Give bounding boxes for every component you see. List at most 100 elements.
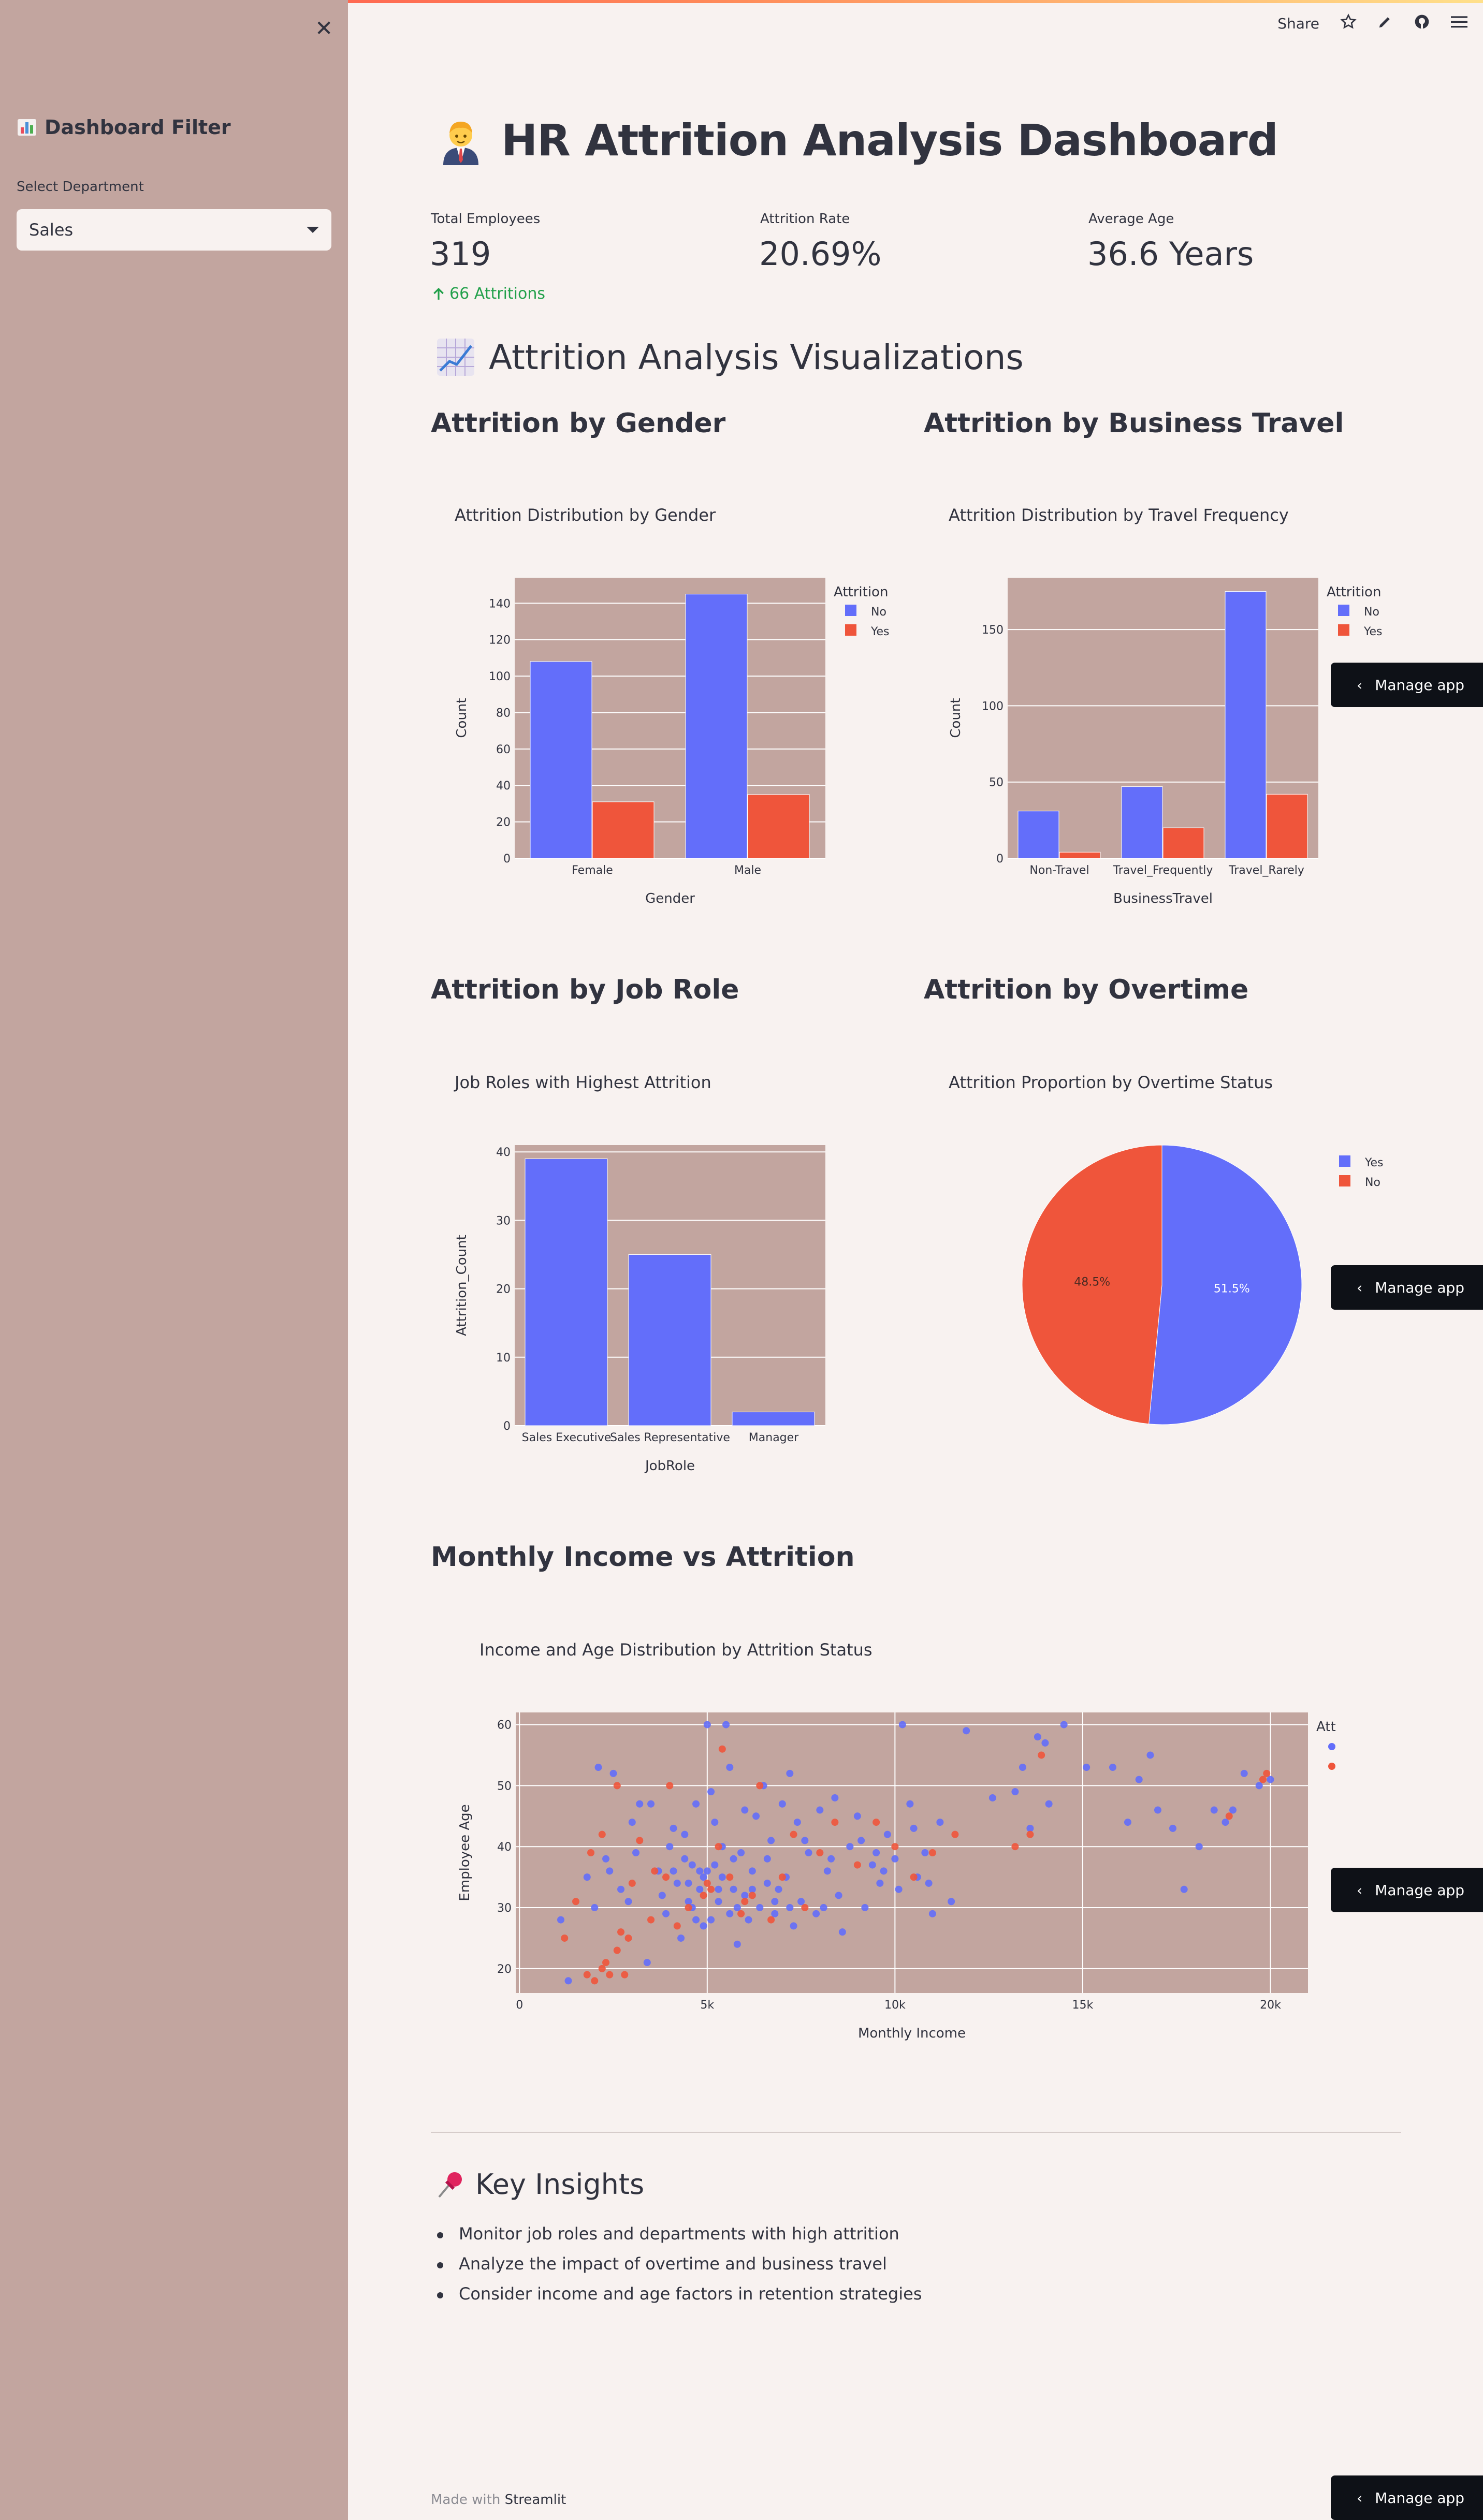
legend-label-yes: Yes	[1364, 1156, 1384, 1169]
point-no	[816, 1806, 824, 1814]
y-tick-label: 30	[496, 1214, 511, 1227]
metric-label-attrition-rate: Attrition Rate	[760, 211, 850, 227]
metric-label-average-age: Average Age	[1088, 211, 1174, 227]
point-no	[632, 1849, 640, 1856]
point-yes	[572, 1898, 580, 1906]
point-no	[583, 1873, 591, 1881]
point-no	[827, 1855, 835, 1863]
close-sidebar-icon[interactable]: ✕	[315, 16, 333, 41]
star-icon[interactable]	[1340, 13, 1357, 34]
manage-app-button[interactable]: ‹ Manage app	[1331, 2475, 1483, 2520]
github-icon[interactable]	[1414, 13, 1430, 34]
point-no	[564, 1977, 572, 1985]
app-toolbar: Share	[1277, 13, 1467, 34]
point-no	[594, 1764, 602, 1771]
point-no	[670, 1867, 677, 1875]
point-no	[778, 1800, 786, 1808]
point-no	[963, 1727, 970, 1735]
section-title: Attrition Analysis Visualizations	[435, 336, 1024, 378]
point-yes	[628, 1879, 636, 1887]
chart-title: Attrition Distribution by Gender	[455, 505, 716, 525]
edit-icon[interactable]	[1377, 14, 1393, 33]
pie-value-label: 48.5%	[1074, 1276, 1110, 1289]
point-no	[700, 1873, 707, 1881]
point-no	[557, 1916, 565, 1924]
page-title: HR Attrition Analysis Dashboard	[436, 115, 1278, 166]
x-tick-label: Manager	[749, 1431, 799, 1444]
streamlit-link[interactable]: Streamlit	[504, 2492, 566, 2508]
point-no	[883, 1830, 891, 1838]
point-no	[726, 1910, 734, 1917]
point-yes	[617, 1928, 625, 1936]
office-worker-emoji	[443, 122, 478, 165]
chart-increasing-icon	[437, 339, 474, 376]
y-tick-label: 10	[496, 1352, 511, 1365]
point-yes	[561, 1934, 569, 1942]
point-no	[711, 1819, 719, 1826]
menu-icon[interactable]	[1451, 14, 1467, 33]
bar-chart-svg: Attrition Distribution by Gender 0 20 40 60 8…	[454, 505, 890, 906]
sidebar-title: Dashboard Filter	[17, 116, 231, 139]
metric-label-total-employees: Total Employees	[431, 211, 541, 227]
x-axis-label: JobRole	[644, 1458, 695, 1474]
y-tick-label: 30	[497, 1902, 512, 1915]
y-tick-label: 50	[989, 776, 1004, 789]
legend-marker-no	[845, 605, 856, 616]
point-no	[801, 1837, 809, 1844]
point-no	[636, 1800, 644, 1808]
point-no	[1240, 1769, 1248, 1777]
point-no	[823, 1867, 831, 1875]
chart-title: Attrition Proportion by Overtime Status	[949, 1073, 1273, 1092]
bar-yes-female	[592, 801, 655, 859]
point-yes	[624, 1934, 632, 1942]
y-tick-label: 120	[489, 634, 511, 647]
bar-no-travel-rarely	[1225, 591, 1267, 859]
share-button[interactable]: Share	[1277, 15, 1319, 32]
legend-label-no: No	[1365, 1176, 1380, 1189]
point-yes	[951, 1830, 959, 1838]
point-no	[718, 1873, 726, 1881]
metric-value-attrition-rate: 20.69%	[759, 235, 882, 273]
point-no	[1034, 1733, 1041, 1741]
pie-value-label: 51.5%	[1214, 1282, 1250, 1295]
point-no	[1011, 1788, 1019, 1796]
chevron-left-icon: ‹	[1357, 676, 1363, 694]
department-select[interactable]: Sales	[17, 209, 331, 251]
point-yes	[737, 1910, 745, 1917]
point-no	[820, 1904, 827, 1912]
point-yes	[591, 1977, 599, 1985]
travel-heading: Attrition by Business Travel	[924, 408, 1344, 439]
point-no	[805, 1849, 812, 1856]
point-yes	[873, 1819, 880, 1826]
point-no	[880, 1867, 888, 1875]
manage-app-button[interactable]: ‹ Manage app	[1331, 1265, 1483, 1310]
manage-app-button[interactable]: ‹ Manage app	[1331, 663, 1483, 707]
y-tick-label: 40	[496, 780, 511, 793]
legend-label-no: No	[871, 606, 886, 619]
income-age-scatter-chart: Income and Age Distribution by Attrition…	[435, 1632, 1372, 2048]
x-tick-label: Female	[572, 864, 613, 877]
point-yes	[685, 1904, 692, 1912]
point-yes	[778, 1873, 786, 1881]
legend-marker-no	[1339, 1175, 1350, 1186]
point-no	[707, 1916, 715, 1924]
point-no	[756, 1904, 764, 1912]
point-no	[745, 1916, 752, 1924]
y-tick-label: 20	[496, 1283, 511, 1296]
y-tick-label: 0	[996, 853, 1004, 866]
point-no	[703, 1867, 711, 1875]
point-yes	[703, 1879, 711, 1887]
point-no	[681, 1830, 689, 1838]
x-tick-label: Sales Representative	[610, 1431, 730, 1444]
metric-delta-text: 66 Attritions	[449, 285, 545, 303]
chart-title: Job Roles with Highest Attrition	[454, 1073, 711, 1092]
legend-label-yes: Yes	[1363, 625, 1383, 638]
point-no	[895, 1885, 903, 1893]
point-no	[726, 1764, 734, 1771]
manage-app-button[interactable]: ‹ Manage app	[1331, 1868, 1483, 1912]
bar-yes-male	[747, 794, 810, 859]
point-yes	[910, 1873, 918, 1881]
point-no	[873, 1849, 880, 1856]
point-no	[767, 1837, 775, 1844]
point-no	[617, 1885, 625, 1893]
